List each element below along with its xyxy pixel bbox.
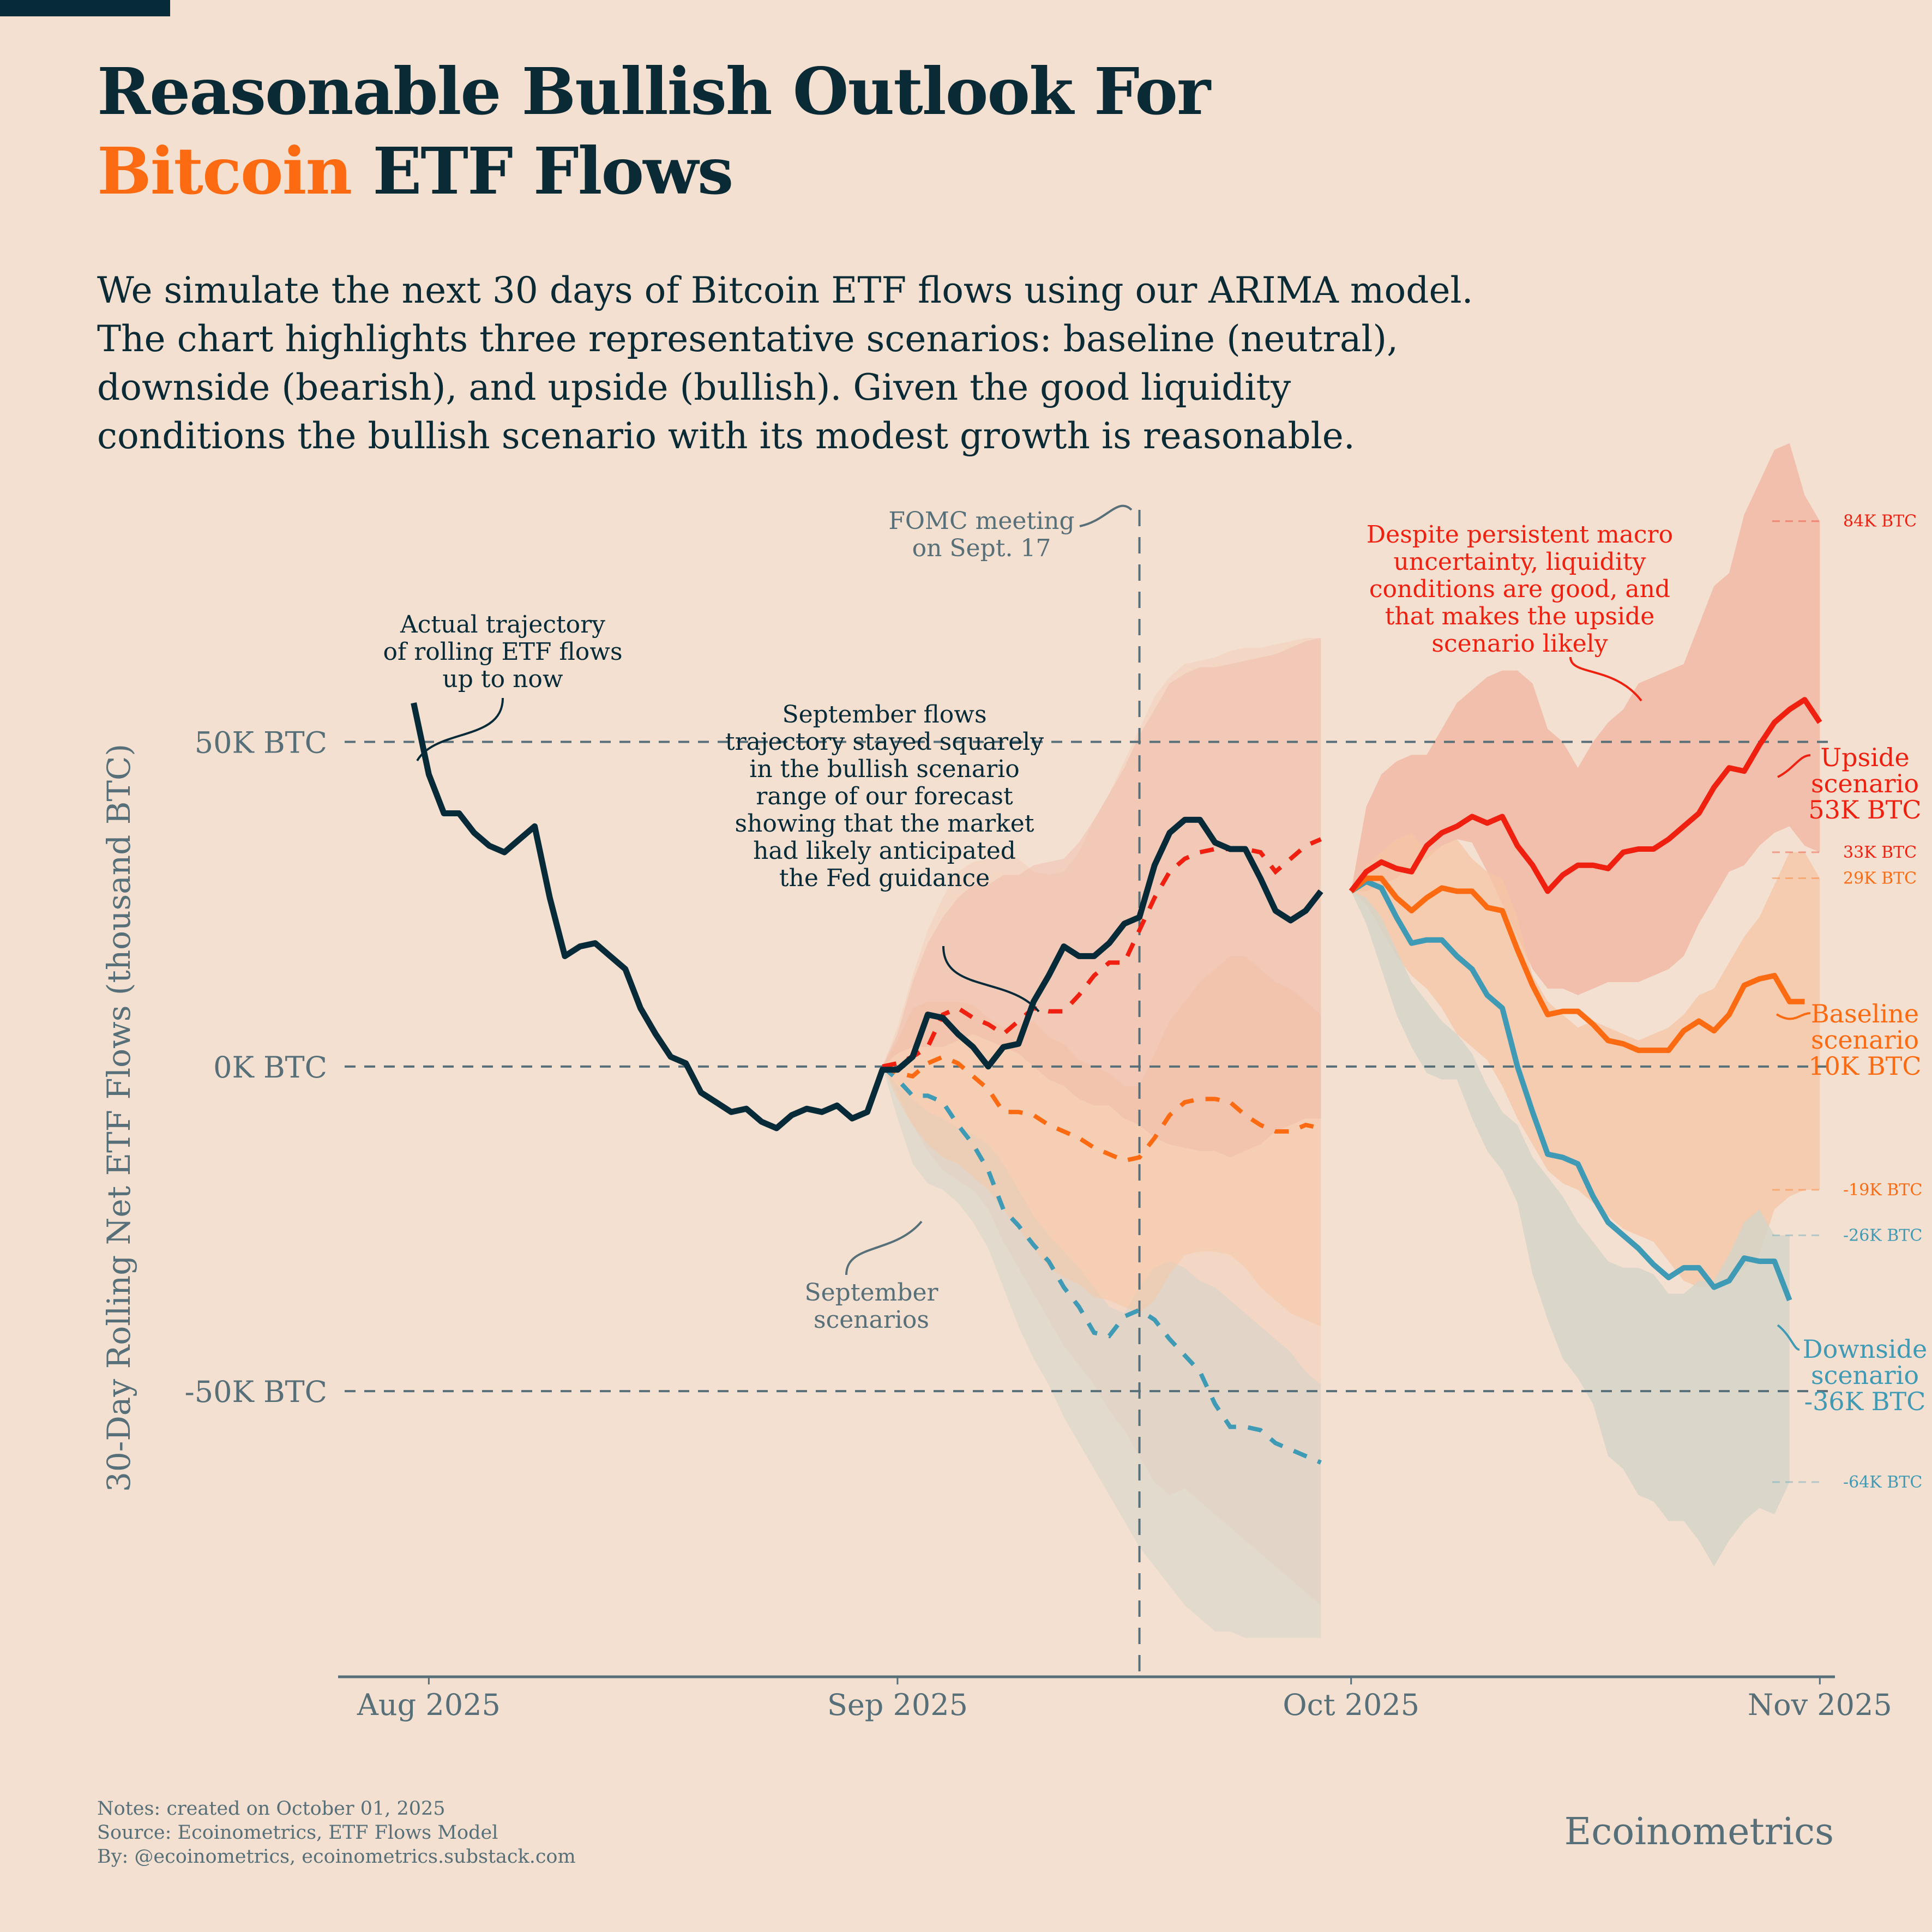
september-baseline-band	[882, 956, 1321, 1327]
notes-source: Source: Ecoinometrics, ETF Flows Model	[97, 1822, 498, 1844]
macro-note-line: uncertainty, liquidity	[1394, 548, 1646, 576]
title-line-1: Reasonable Bullish Outlook For	[97, 53, 1211, 129]
range-label: -26K BTC	[1843, 1226, 1922, 1245]
september-note-line: trajectory stayed squarely	[725, 728, 1044, 756]
september-note-line: September flows	[782, 701, 986, 729]
september-baseline-line	[881, 1054, 1322, 1163]
september-note-line: in the bullish scenario	[749, 755, 1020, 783]
baseline-end-label: Baseline	[1811, 999, 1919, 1028]
macro-arrow-icon	[1569, 657, 1642, 702]
axes	[338, 1675, 1835, 1684]
subtitle-line: downside (bearish), and upside (bullish)…	[97, 366, 1291, 408]
baseline-end-label: scenario	[1811, 1025, 1919, 1055]
baseline-arrow-icon	[1775, 1012, 1811, 1020]
chart-labels: 50K BTC 0K BTC -50K BTC Aug 2025 Sep 2025 Oct…	[185, 512, 1928, 1722]
range-label: -19K BTC	[1843, 1181, 1922, 1200]
downside-arrow-icon	[1777, 1324, 1800, 1351]
actual-line	[411, 702, 1323, 1131]
october-downside-band	[1351, 891, 1790, 1567]
title-accent: Bitcoin	[97, 133, 352, 209]
range-label: 33K BTC	[1843, 843, 1917, 862]
x-tick-label: Nov 2025	[1748, 1688, 1892, 1722]
x-tick-label: Aug 2025	[357, 1688, 501, 1722]
fomc-label: on Sept. 17	[912, 534, 1051, 562]
macro-note-line: conditions are good, and	[1369, 575, 1670, 603]
subtitle-line: The chart highlights three representativ…	[97, 318, 1399, 360]
notes-by: By: @ecoinometrics, ecoinometrics.substa…	[97, 1846, 576, 1868]
footer-notes: Notes: created on October 01, 2025 Sourc…	[97, 1797, 576, 1869]
upside-end-label: scenario	[1811, 769, 1919, 798]
y-tick-label: 50K BTC	[195, 726, 327, 760]
y-tick-label: 0K BTC	[213, 1050, 327, 1085]
october-upside-band	[1351, 443, 1820, 995]
october-baseline-band	[1351, 833, 1820, 1287]
page-title: Reasonable Bullish Outlook For Bitcoin E…	[97, 52, 1211, 211]
sept-scenarios-note-line: scenarios	[814, 1306, 929, 1334]
title-line-2: Bitcoin ETF Flows	[97, 131, 1209, 211]
october-upside-line	[1349, 697, 1822, 894]
notes-created: Notes: created on October 01, 2025	[97, 1798, 446, 1820]
downside-end-label: scenario	[1811, 1361, 1919, 1390]
upside-end-label: Upside	[1820, 743, 1909, 772]
macro-note-line: that makes the upside	[1385, 603, 1655, 630]
fomc-arrow-icon	[1079, 504, 1133, 527]
actual-note-line: Actual trajectory	[400, 611, 605, 639]
october-baseline-line	[1349, 875, 1805, 1054]
actual-arrow-icon	[416, 697, 504, 762]
september-note-line: had likely anticipated	[753, 837, 1016, 865]
x-tick-label: Oct 2025	[1283, 1688, 1419, 1722]
september-arrow-icon	[942, 946, 1040, 1013]
september-note-line: the Fed guidance	[779, 864, 990, 892]
subtitle: We simulate the next 30 days of Bitcoin …	[97, 266, 1787, 460]
range-label: 29K BTC	[1843, 869, 1917, 888]
downside-end-label: -36K BTC	[1804, 1387, 1926, 1416]
forecast-bands	[882, 443, 1820, 1638]
macro-note-line: scenario likely	[1431, 630, 1608, 658]
title-rest: ETF Flows	[351, 133, 733, 209]
october-downside-line	[1349, 878, 1792, 1302]
macro-note-line: Despite persistent macro	[1367, 521, 1673, 549]
upside-arrow-icon	[1777, 754, 1811, 778]
x-tick-label: Sep 2025	[827, 1688, 968, 1722]
september-note-line: range of our forecast	[756, 783, 1013, 810]
y-axis-label: 30-Day Rolling Net ETF Flows (thousand B…	[100, 744, 137, 1492]
gridlines	[345, 510, 1835, 1677]
fomc-label: FOMC meeting	[888, 507, 1074, 535]
range-label: 84K BTC	[1843, 512, 1917, 531]
range-label: -64K BTC	[1843, 1473, 1922, 1492]
sept-scenarios-arrow-icon	[845, 1220, 923, 1275]
top-accent-bar	[0, 0, 170, 16]
subtitle-line: We simulate the next 30 days of Bitcoin …	[97, 269, 1473, 311]
baseline-end-label: 10K BTC	[1808, 1051, 1921, 1081]
y-tick-label: -50K BTC	[185, 1375, 327, 1409]
actual-note-line: up to now	[442, 665, 563, 693]
september-note-line: showing that the market	[735, 810, 1034, 838]
subtitle-line: conditions the bullish scenario with its…	[97, 415, 1355, 457]
actual-note-line: of rolling ETF flows	[383, 638, 622, 666]
sept-scenarios-note-line: September	[804, 1279, 938, 1307]
series-lines	[411, 697, 1822, 1465]
upside-end-label: 53K BTC	[1808, 795, 1921, 824]
september-downside-band	[882, 1066, 1321, 1638]
brand-logo: Ecoinometrics	[1564, 1810, 1834, 1853]
downside-end-label: Downside	[1803, 1334, 1928, 1364]
